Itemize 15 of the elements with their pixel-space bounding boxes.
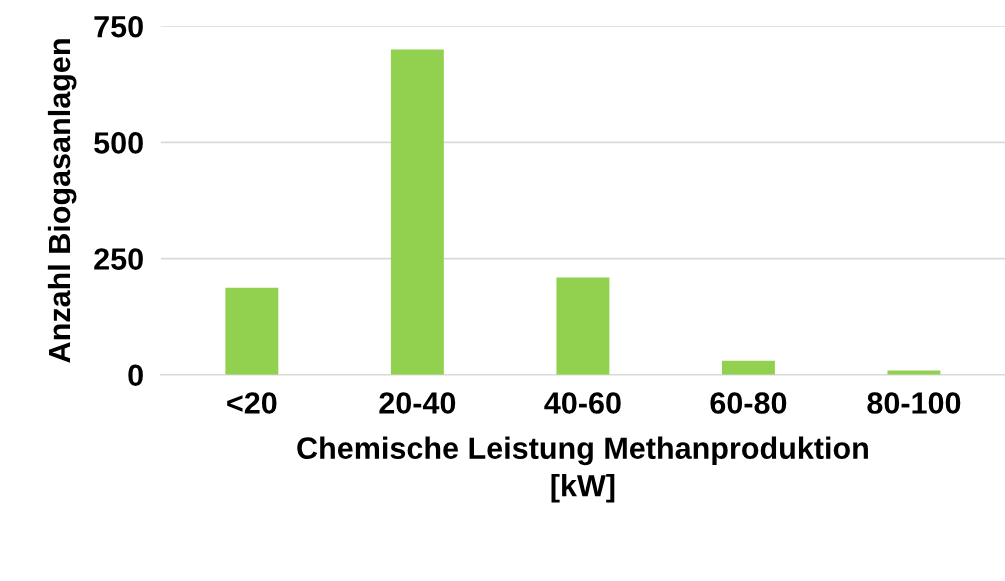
y-tick-label: 500 <box>94 132 143 154</box>
bar <box>556 277 610 375</box>
x-tick-label: 20-40 <box>379 392 456 414</box>
bar <box>225 287 279 375</box>
y-tick-label: 0 <box>128 364 143 387</box>
y-tick-label: 250 <box>94 248 143 270</box>
x-tick-label: 40-60 <box>544 392 621 414</box>
x-tick-label: 80-100 <box>867 392 961 414</box>
bar <box>390 49 444 375</box>
bar <box>721 360 775 375</box>
y-tick-label: 750 <box>94 15 143 38</box>
x-tick-label: 60-80 <box>710 392 787 414</box>
y-axis-title: Anzahl Biogasanlagen <box>47 39 77 363</box>
x-axis-title: Chemische Leistung Methanproduktion [kW] <box>297 436 868 503</box>
x-tick-label: <20 <box>227 392 277 414</box>
